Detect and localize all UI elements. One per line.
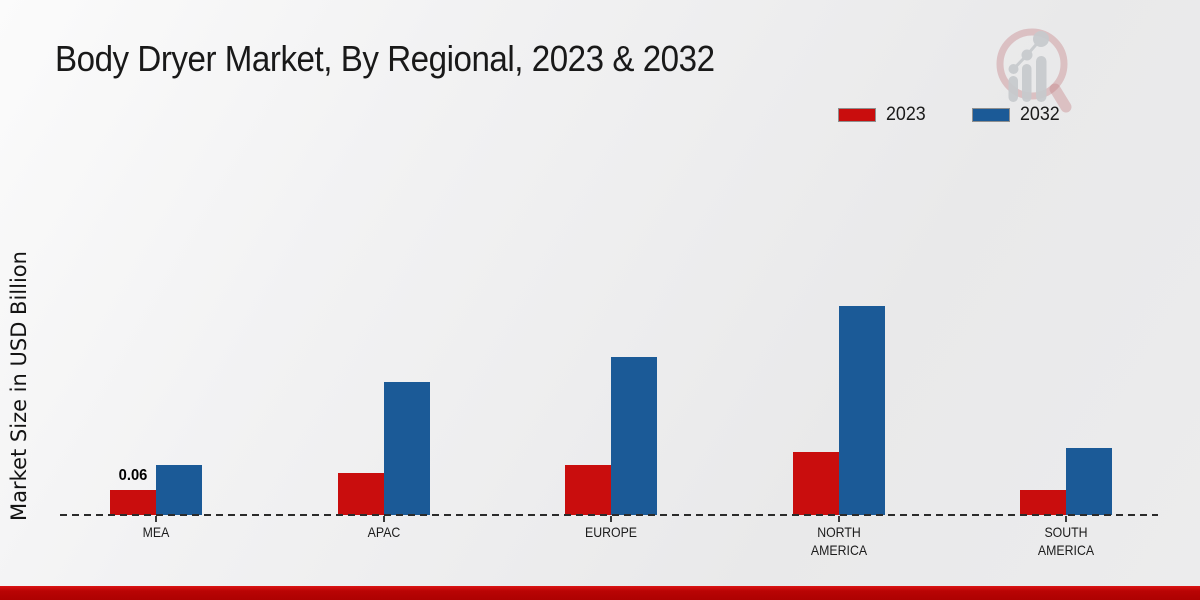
bar-2023-north-america xyxy=(792,452,839,515)
data-label-2023-mea: 0.06 xyxy=(118,467,148,484)
bar-growth-icon xyxy=(1008,31,1049,102)
legend-item-2023: 2023 xyxy=(838,104,928,126)
bar-2023-south-america xyxy=(1020,490,1066,515)
axis-tick xyxy=(610,516,612,522)
bar-2023-europe xyxy=(565,465,611,515)
axis-tick xyxy=(1065,516,1067,522)
legend-label: 2023 xyxy=(886,104,926,125)
bar-2032-north-america xyxy=(838,306,885,515)
legend-swatch-2023 xyxy=(838,108,876,122)
magnifier-ring-icon xyxy=(996,28,1068,100)
bar-2032-apac xyxy=(383,382,430,515)
x-label-europe: EUROPE xyxy=(584,524,638,540)
magnifier-handle-icon xyxy=(1049,83,1072,113)
bar-2032-europe xyxy=(611,357,657,515)
legend-swatch-2032 xyxy=(972,108,1011,122)
bar-2032-south-america xyxy=(1066,448,1112,515)
x-axis-line xyxy=(60,514,1158,516)
axis-tick xyxy=(155,516,157,522)
legend-item-2032: 2032 xyxy=(972,104,1062,126)
footer-bar xyxy=(0,586,1200,600)
x-label-apac: APAC xyxy=(367,524,400,540)
x-label-mea: MEA xyxy=(142,524,170,540)
chart-title: Body Dryer Market, By Regional, 2023 & 2… xyxy=(55,38,715,79)
bar-2032-mea xyxy=(156,465,202,515)
logo-watermark xyxy=(996,28,1072,113)
legend: 2023 2032 xyxy=(838,104,1063,126)
bar-2023-mea xyxy=(110,490,156,515)
axis-tick xyxy=(382,516,385,522)
x-label-north-america: NORTH AMERICA xyxy=(810,524,867,558)
bar-2023-apac xyxy=(337,473,384,515)
x-label-south-america: SOUTH AMERICA xyxy=(1037,524,1095,558)
axis-tick xyxy=(837,516,840,522)
legend-label: 2032 xyxy=(1020,104,1061,125)
